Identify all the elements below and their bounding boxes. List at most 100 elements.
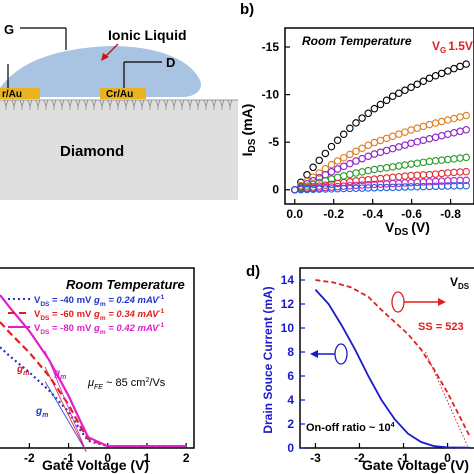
data-point-series-0 bbox=[376, 100, 385, 109]
h-bond-mark bbox=[123, 99, 129, 110]
data-point-series-1 bbox=[450, 114, 458, 123]
data-point-series-2 bbox=[462, 126, 470, 134]
data-point-series-1 bbox=[382, 134, 391, 143]
panel-c-series bbox=[0, 294, 187, 452]
y-tick-label: 14 bbox=[281, 273, 295, 287]
h-bond-mark bbox=[211, 99, 217, 110]
x-tick-label: -2 bbox=[24, 451, 35, 465]
data-point-series-2 bbox=[450, 129, 458, 137]
data-point-series-3 bbox=[450, 155, 458, 163]
data-point-series-3 bbox=[413, 159, 421, 167]
h-bond-mark bbox=[139, 99, 145, 110]
data-point-series-2 bbox=[413, 138, 421, 146]
h-bond-mark bbox=[83, 99, 89, 110]
h-bond-mark bbox=[155, 99, 161, 110]
data-point-series-2 bbox=[315, 174, 323, 182]
x-tick-label: 0.0 bbox=[286, 207, 303, 221]
x-tick-label: 0 bbox=[104, 451, 111, 465]
ss-fit-line bbox=[425, 351, 468, 446]
data-point-series-4 bbox=[388, 173, 397, 182]
data-point-series-2 bbox=[370, 150, 379, 158]
h-bond-mark bbox=[27, 99, 33, 110]
data-point-series-1 bbox=[339, 153, 348, 162]
data-point-series-1 bbox=[413, 124, 421, 132]
data-point-series-6 bbox=[413, 182, 421, 191]
data-point-series-2 bbox=[437, 132, 446, 140]
x-tick-label: -1 bbox=[63, 451, 74, 465]
data-point-series-0 bbox=[352, 119, 360, 127]
data-point-series-6 bbox=[407, 183, 415, 191]
panel-c-mobility: μFE ~ 85 cm2/Vs bbox=[87, 377, 166, 391]
right-contact bbox=[100, 88, 146, 99]
data-point-series-2 bbox=[456, 127, 464, 136]
data-point-series-0 bbox=[437, 69, 446, 78]
blue-curve-arrow-head bbox=[310, 350, 318, 358]
panel-c-frame bbox=[0, 267, 195, 449]
data-point-series-2 bbox=[358, 154, 366, 163]
data-point-series-3 bbox=[419, 158, 428, 167]
y-tick-label: 10 bbox=[281, 321, 295, 335]
data-point-series-4 bbox=[431, 170, 440, 178]
panel-b-series bbox=[290, 60, 470, 194]
data-point-series-1 bbox=[327, 160, 336, 169]
x-tick-label: -0.8 bbox=[440, 207, 461, 221]
data-point-series-0 bbox=[364, 109, 372, 118]
h-bond-mark bbox=[171, 99, 177, 110]
x-tick-label: 1 bbox=[144, 451, 151, 465]
data-point-series-6 bbox=[388, 183, 397, 192]
data-point-series-0 bbox=[382, 96, 391, 105]
y-tick-label: 0 bbox=[272, 183, 279, 197]
panel-d-series bbox=[314, 279, 471, 449]
x-tick-label: -3 bbox=[310, 451, 321, 465]
data-point-series-1 bbox=[388, 132, 397, 141]
drain-label: D bbox=[166, 55, 175, 70]
data-point-series-0 bbox=[358, 114, 366, 122]
data-point-series-4 bbox=[407, 171, 415, 180]
y-tick-label: 12 bbox=[281, 297, 295, 311]
h-bond-mark bbox=[147, 99, 153, 110]
h-bond-mark bbox=[187, 99, 193, 110]
panel-d-xlabel: Gate Voltage (V) bbox=[362, 457, 469, 473]
h-bond-mark bbox=[107, 99, 113, 110]
transfer-curve-0 bbox=[314, 288, 470, 449]
panel-b-ylabel: IDS(mA) bbox=[239, 104, 258, 157]
diamond-substrate bbox=[0, 100, 238, 200]
data-point-series-0 bbox=[339, 130, 348, 139]
data-point-series-2 bbox=[364, 152, 372, 161]
data-point-series-4 bbox=[413, 171, 421, 179]
data-point-series-1 bbox=[456, 113, 464, 121]
data-point-series-3 bbox=[388, 163, 397, 171]
transfer-curve-1 bbox=[315, 279, 471, 437]
data-point-series-0 bbox=[450, 64, 458, 73]
x-tick-label: -0.6 bbox=[401, 207, 422, 221]
h-bond-mark bbox=[59, 99, 65, 110]
ionic-arrow-head bbox=[101, 53, 109, 61]
data-point-series-2 bbox=[327, 168, 336, 176]
data-point-series-2 bbox=[444, 130, 452, 139]
diamond-label: Diamond bbox=[60, 143, 124, 160]
gate-label: G bbox=[4, 22, 14, 37]
data-point-series-0 bbox=[419, 77, 428, 86]
h-bond-mark bbox=[99, 99, 105, 110]
data-point-series-3 bbox=[431, 157, 440, 165]
blue-curve-marker-ellipse bbox=[334, 343, 348, 365]
data-point-series-0 bbox=[407, 83, 415, 92]
data-point-series-3 bbox=[382, 163, 391, 172]
data-point-series-4 bbox=[456, 168, 464, 176]
panel-b: b) 0.0 -0.2 -0.4 -0.6 -0.8 -15 -10 -5 0 Room Tem… bbox=[239, 1, 474, 238]
data-point-series-0 bbox=[388, 92, 397, 100]
panel-a-schematic: r/Au Cr/Au G D Ionic Liquid Diamond bbox=[0, 22, 238, 200]
h-bond-mark bbox=[75, 99, 81, 110]
data-point-series-1 bbox=[364, 141, 372, 150]
data-point-series-1 bbox=[401, 128, 409, 136]
data-point-series-3 bbox=[462, 153, 470, 162]
x-tick-label: -0.2 bbox=[323, 207, 344, 221]
panel-b-ticks: 0.0 -0.2 -0.4 -0.6 -0.8 -15 -10 -5 0 bbox=[262, 40, 462, 221]
panel-c: -2 -1 0 1 2 Room Temperature VDS = -40 mV gm… bbox=[0, 267, 195, 473]
h-bond-mark bbox=[67, 99, 73, 110]
transfer-curve-0 bbox=[0, 346, 187, 448]
h-termination-row bbox=[3, 99, 233, 110]
panel-b-xlabel: VDS (V) bbox=[385, 219, 430, 238]
gm-fit-line-2 bbox=[44, 350, 87, 452]
